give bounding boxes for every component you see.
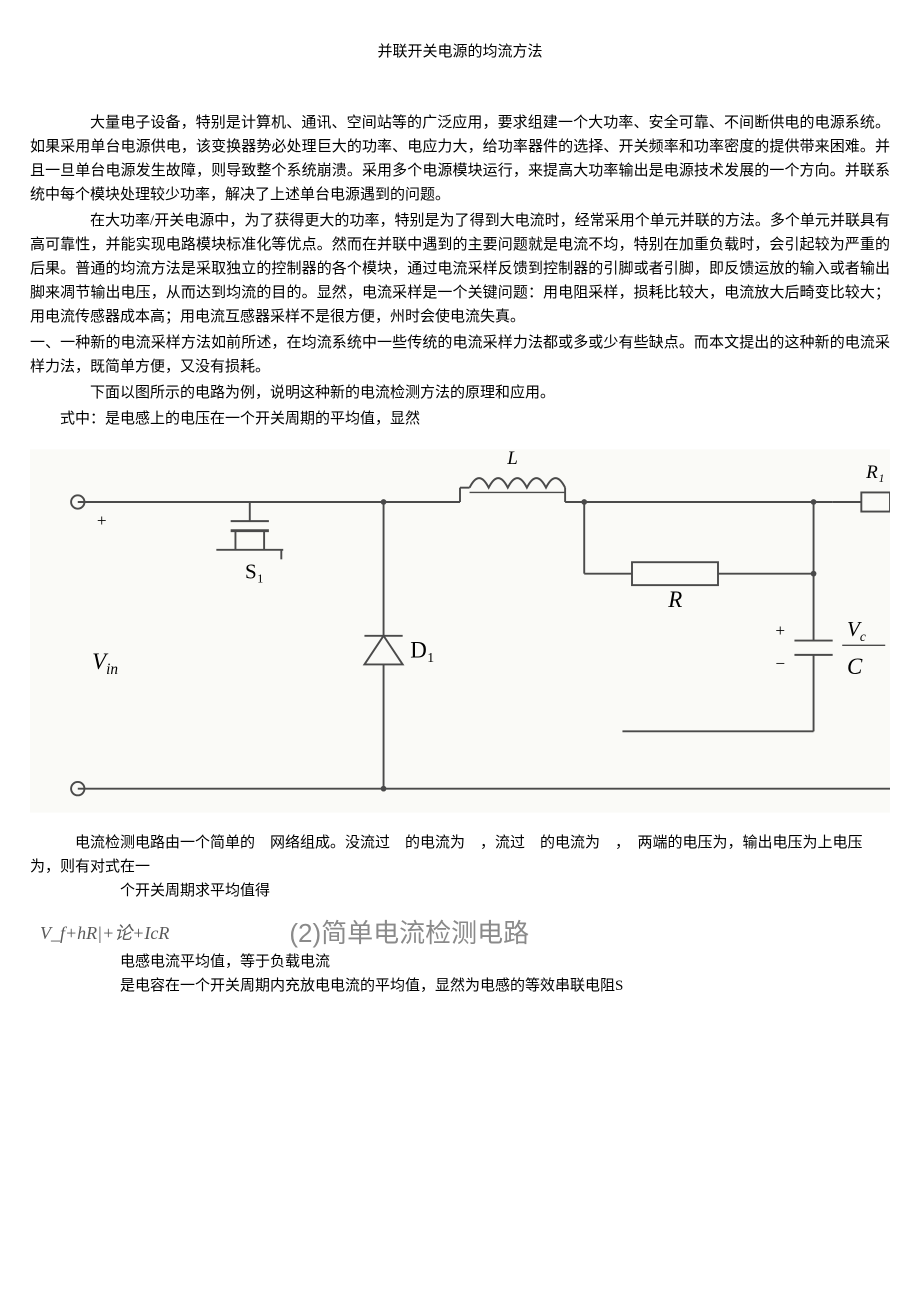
formula-row: V_f+hR|+论+IcR (2)简单电流检测电路 (30, 913, 890, 950)
label-S1: S₁ (245, 559, 264, 583)
label-L: L (506, 448, 518, 469)
label-D1: D₁ (410, 638, 435, 663)
paragraph-7: 个开关周期求平均值得 (30, 879, 890, 903)
paragraph-9: 是电容在一个开关周期内充放电电流的平均值，显然为电感的等效串联电阻S (30, 974, 890, 998)
label-R1: R₁ (865, 462, 884, 483)
page-title: 并联开关电源的均流方法 (30, 40, 890, 61)
label-R: R (667, 587, 682, 612)
label-plus: + (97, 511, 107, 530)
paragraph-2: 在大功率/开关电源中，为了获得更大的功率，特别是为了得到大电流时，经常采用个单元… (30, 209, 890, 329)
paragraph-6: 电流检测电路由一个简单的 网络组成。没流过 的电流为 ，流过 的电流为 ， 两端… (30, 831, 890, 879)
paragraph-1: 大量电子设备，特别是计算机、通讯、空间站等的广泛应用，要求组建一个大功率、安全可… (30, 111, 890, 207)
figure-caption: (2)简单电流检测电路 (289, 913, 529, 950)
svg-text:−: − (775, 654, 785, 673)
formula-text: V_f+hR|+论+IcR (30, 919, 169, 945)
paragraph-4: 下面以图所示的电路为例，说明这种新的电流检测方法的原理和应用。 (30, 381, 890, 405)
label-C: C (847, 654, 863, 679)
circuit-diagram: L R₁ + S₁ D₁ (30, 441, 890, 821)
svg-text:+: + (775, 621, 785, 640)
paragraph-5: 式中：是电感上的电压在一个开关周期的平均值，显然 (30, 407, 890, 431)
paragraph-3: 一、一种新的电流采样方法如前所述，在均流系统中一些传统的电流采样力法都或多或少有… (30, 331, 890, 379)
paragraph-8: 电感电流平均值，等于负载电流 (30, 950, 890, 974)
